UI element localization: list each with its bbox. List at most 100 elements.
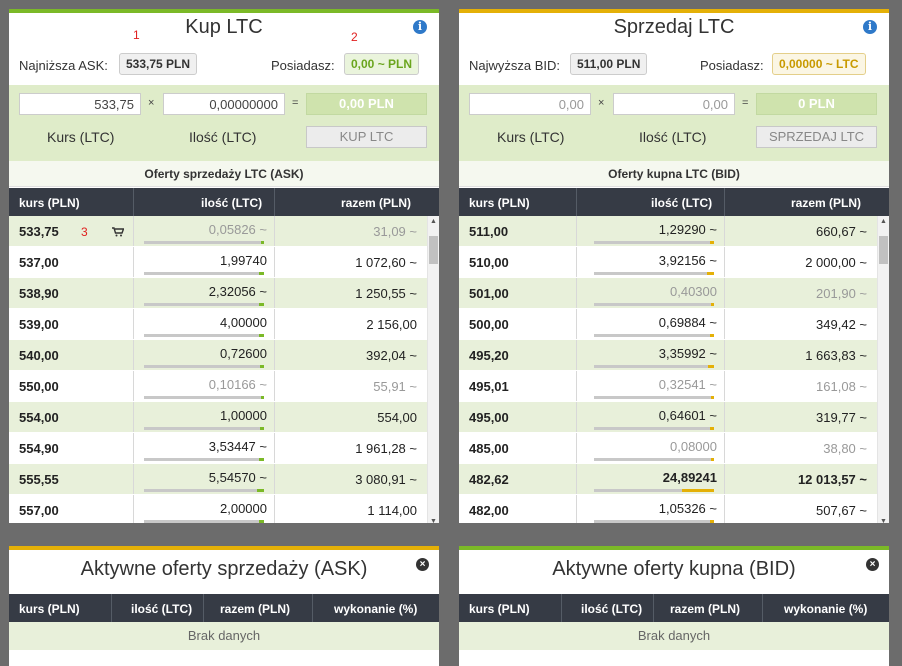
buy-ltc-button[interactable]: KUP LTC (306, 126, 427, 148)
table-row[interactable]: 482,00 1,05326 ~ 507,67 ~ (459, 495, 877, 523)
scroll-up-icon[interactable]: ▲ (430, 218, 437, 225)
row-qty: 0,10166 ~ (208, 377, 267, 392)
row-qty: 0,32541 ~ (658, 377, 717, 392)
bid-scrollbar[interactable]: ▲ ▼ (877, 216, 889, 523)
info-icon[interactable]: i (863, 20, 877, 34)
col-total[interactable]: razem (PLN) (220, 602, 291, 616)
close-icon[interactable]: × (416, 558, 429, 571)
ask-offers-title: Oferty sprzedaży LTC (ASK) (9, 161, 439, 187)
col-qty[interactable]: ilość (LTC) (581, 602, 643, 616)
table-row[interactable]: 511,00 1,29290 ~ 660,67 ~ (459, 216, 877, 247)
table-row[interactable]: 539,00 4,00000 2 156,00 (9, 309, 427, 340)
equals-sign: = (292, 97, 299, 109)
table-row[interactable]: 485,00 0,08000 38,80 ~ (459, 433, 877, 464)
qty-bar (144, 520, 264, 523)
table-row[interactable]: 495,01 0,32541 ~ 161,08 ~ (459, 371, 877, 402)
table-row[interactable]: 554,90 3,53447 ~ 1 961,28 ~ (9, 433, 427, 464)
table-row[interactable]: 557,00 2,00000 1 114,00 (9, 495, 427, 523)
row-qty: 0,69884 ~ (658, 315, 717, 330)
col-progress[interactable]: wykonanie (%) (784, 602, 868, 616)
row-qty: 0,05826 ~ (208, 222, 267, 237)
sell-title: Sprzedaj LTC (613, 16, 735, 38)
row-total: 392,04 ~ (366, 348, 417, 363)
col-rate[interactable]: kurs (PLN) (19, 196, 80, 210)
have-ltc-value[interactable]: 0,00000 ~ LTC (772, 53, 866, 75)
active-bid-panel: Aktywne oferty kupna (BID) × kurs (PLN) … (459, 546, 889, 666)
have-pln-value[interactable]: 0,00 ~ PLN (344, 53, 420, 75)
table-row[interactable]: 501,00 0,40300 201,90 ~ (459, 278, 877, 309)
row-total: 38,80 ~ (823, 441, 867, 456)
lowest-ask-label: Najniższa ASK: (19, 58, 108, 73)
table-row[interactable]: 550,00 0,10166 ~ 55,91 ~ (9, 371, 427, 402)
bid-offers-title: Oferty kupna LTC (BID) (459, 161, 889, 187)
row-rate: 482,00 (469, 503, 509, 518)
table-row[interactable]: 495,00 0,64601 ~ 319,77 ~ (459, 402, 877, 433)
active-ask-panel: Aktywne oferty sprzedaży (ASK) × kurs (P… (9, 546, 439, 666)
cart-icon[interactable] (112, 227, 124, 237)
scroll-down-icon[interactable]: ▼ (430, 518, 437, 523)
empty-message: Brak danych (9, 622, 439, 650)
times-sign: × (598, 97, 605, 109)
table-row[interactable]: 555,55 5,54570 ~ 3 080,91 ~ (9, 464, 427, 495)
row-rate: 485,00 (469, 441, 509, 456)
lowest-ask-value[interactable]: 533,75 PLN (119, 53, 198, 75)
row-rate: 495,01 (469, 379, 509, 394)
qty-bar (594, 427, 714, 430)
row-qty: 0,64601 ~ (658, 408, 717, 423)
row-qty: 24,89241 (662, 470, 717, 485)
ask-offers-list: 533,75 0,05826 ~ 31,09 ~ 537,00 1,99740 1 072… (9, 216, 427, 523)
table-row[interactable]: 510,00 3,92156 ~ 2 000,00 ~ (459, 247, 877, 278)
highest-bid-value[interactable]: 511,00 PLN (570, 53, 648, 75)
equals-sign: = (742, 97, 749, 109)
row-total: 161,08 ~ (816, 379, 867, 394)
table-row[interactable]: 495,20 3,35992 ~ 1 663,83 ~ (459, 340, 877, 371)
col-qty[interactable]: ilość (LTC) (131, 602, 193, 616)
active-ask-header: kurs (PLN) ilość (LTC) razem (PLN) wykon… (9, 594, 439, 622)
active-bid-title: Aktywne oferty kupna (BID) (552, 558, 796, 580)
col-total[interactable]: razem (PLN) (670, 602, 741, 616)
table-row[interactable]: 533,75 0,05826 ~ 31,09 ~ (9, 216, 427, 247)
row-qty: 0,08000 (670, 439, 717, 454)
active-ask-title: Aktywne oferty sprzedaży (ASK) (80, 558, 368, 580)
scroll-thumb[interactable] (879, 236, 888, 264)
col-qty[interactable]: ilość (LTC) (651, 196, 713, 210)
table-row[interactable]: 554,00 1,00000 554,00 (9, 402, 427, 433)
table-row[interactable]: 482,62 24,89241 12 013,57 ~ (459, 464, 877, 495)
scroll-thumb[interactable] (429, 236, 438, 264)
table-row[interactable]: 500,00 0,69884 ~ 349,42 ~ (459, 309, 877, 340)
scroll-down-icon[interactable]: ▼ (880, 518, 887, 523)
row-rate: 554,00 (19, 410, 59, 425)
qty-bar (144, 427, 264, 430)
col-total[interactable]: razem (PLN) (791, 196, 862, 210)
info-icon[interactable]: i (413, 20, 427, 34)
scroll-up-icon[interactable]: ▲ (880, 218, 887, 225)
col-total[interactable]: razem (PLN) (341, 196, 412, 210)
row-rate: 540,00 (19, 348, 59, 363)
rate-label: Kurs (LTC) (47, 129, 115, 145)
buy-rate-input[interactable]: 533,75 (19, 93, 141, 115)
qty-bar (594, 334, 714, 337)
marker-1: 1 (133, 28, 140, 42)
col-progress[interactable]: wykonanie (%) (334, 602, 418, 616)
close-icon[interactable]: × (866, 558, 879, 571)
table-row[interactable]: 540,00 0,72600 392,04 ~ (9, 340, 427, 371)
sell-rate-input[interactable]: 0,00 (469, 93, 591, 115)
table-row[interactable]: 537,00 1,99740 1 072,60 ~ (9, 247, 427, 278)
col-rate[interactable]: kurs (PLN) (469, 196, 530, 210)
ask-table-header: kurs (PLN) ilość (LTC) razem (PLN) (9, 188, 439, 216)
qty-bar (594, 365, 714, 368)
col-qty[interactable]: ilość (LTC) (201, 196, 263, 210)
col-rate[interactable]: kurs (PLN) (19, 602, 80, 616)
buy-qty-input[interactable]: 0,00000000 (163, 93, 285, 115)
qty-bar (144, 396, 264, 399)
row-qty: 1,05326 ~ (658, 501, 717, 516)
sell-ltc-button[interactable]: SPRZEDAJ LTC (756, 126, 877, 148)
sell-qty-input[interactable]: 0,00 (613, 93, 735, 115)
row-rate: 539,00 (19, 317, 59, 332)
ask-scrollbar[interactable]: ▲ ▼ (427, 216, 439, 523)
col-rate[interactable]: kurs (PLN) (469, 602, 530, 616)
row-total: 1 114,00 (367, 503, 417, 518)
row-qty: 1,29290 ~ (658, 222, 717, 237)
table-row[interactable]: 538,90 2,32056 ~ 1 250,55 ~ (9, 278, 427, 309)
row-qty: 1,99740 (220, 253, 267, 268)
